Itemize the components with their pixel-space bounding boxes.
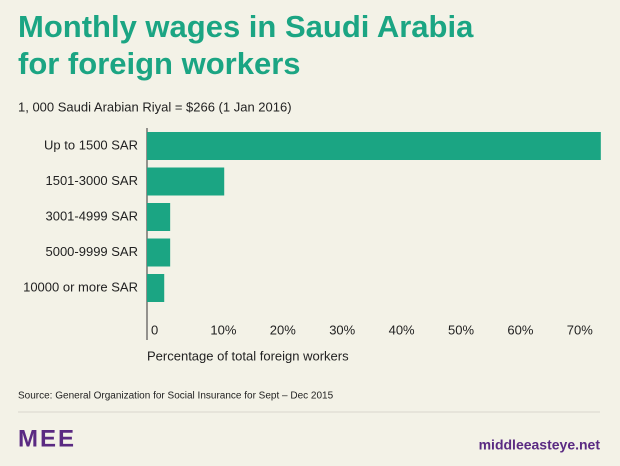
y-tick-label: 10000 or more SAR [23, 279, 138, 294]
y-tick-label: 1501-3000 SAR [45, 173, 138, 188]
y-tick-label: 5000-9999 SAR [45, 244, 138, 259]
subtitle: 1, 000 Saudi Arabian Riyal = $266 (1 Jan… [18, 99, 292, 114]
x-tick-label: 0 [151, 322, 158, 337]
bar [147, 167, 225, 196]
bar [147, 203, 171, 231]
x-tick-label: 20% [270, 322, 296, 337]
y-tick-label: Up to 1500 SAR [44, 137, 138, 152]
x-tick-label: 60% [507, 322, 533, 337]
x-axis-label: Percentage of total foreign workers [147, 348, 349, 363]
x-tick-label: 70% [567, 322, 593, 337]
bar [147, 132, 601, 160]
x-tick-label: 10% [210, 322, 236, 337]
y-tick-label: 3001-4999 SAR [45, 208, 138, 223]
bar [147, 274, 165, 302]
x-tick-label: 50% [448, 322, 474, 337]
logo: MEE [18, 425, 76, 452]
x-tick-label: 40% [389, 322, 415, 337]
source: Source: General Organization for Social … [18, 391, 334, 402]
site-name: middleeasteye.net [479, 437, 601, 453]
chart-title: Monthly wages in Saudi Arabia for foreig… [18, 9, 474, 81]
x-tick-label: 30% [329, 322, 355, 337]
bar [147, 238, 171, 267]
